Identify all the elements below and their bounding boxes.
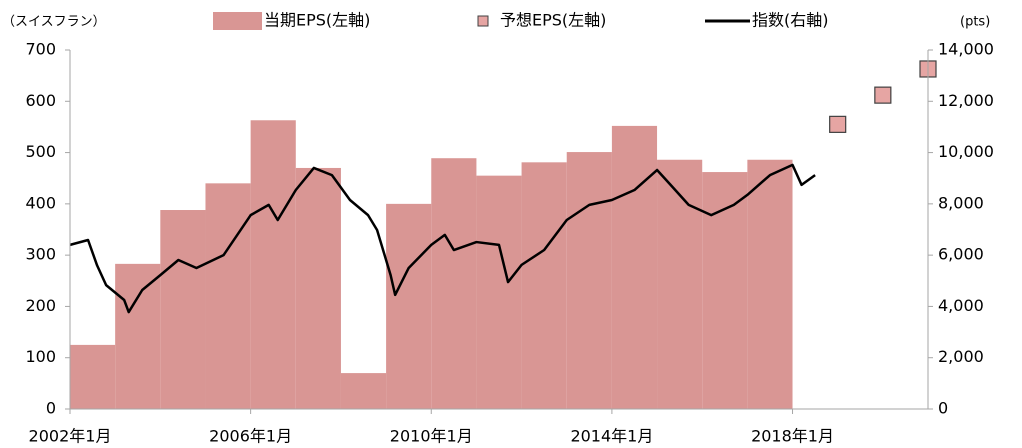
y-tick-label: 200 — [25, 296, 56, 315]
legend-swatch — [477, 15, 489, 27]
y-tick-label: 300 — [25, 245, 56, 264]
bar — [295, 167, 341, 409]
bar — [702, 172, 748, 409]
bar — [160, 210, 206, 409]
y2-tick-label: 0 — [938, 399, 948, 418]
y2-tick-label: 14,000 — [938, 40, 994, 59]
bar — [476, 175, 522, 409]
y2-tick-label: 12,000 — [938, 91, 994, 110]
marker — [829, 115, 847, 133]
bar — [431, 158, 477, 409]
x-tick-label: 2014年1月 — [570, 427, 653, 446]
index-line — [69, 163, 816, 314]
y-tick-label: 400 — [25, 193, 56, 212]
bar — [521, 162, 567, 409]
y2-tick-label: 8,000 — [938, 193, 984, 212]
bar — [611, 125, 658, 409]
legend-label: 当期EPS(左軸) — [264, 11, 370, 30]
y-tick-label: 700 — [25, 40, 56, 59]
y2-tick-label: 2,000 — [938, 347, 984, 366]
y-tick-label: 100 — [25, 347, 56, 366]
x-tick-label: 2006年1月 — [209, 427, 292, 446]
bar — [70, 344, 116, 409]
x-tick-label: 2010年1月 — [390, 427, 473, 446]
legend-label: 指数(右軸) — [752, 11, 829, 30]
y-tick-label: 500 — [25, 142, 56, 161]
bar — [205, 183, 251, 409]
y2-tick-label: 6,000 — [938, 245, 984, 264]
y2-tick-label: 10,000 — [938, 142, 994, 161]
bar — [115, 263, 161, 409]
bar — [340, 373, 387, 409]
x-tick-label: 2018年1月 — [751, 427, 834, 446]
legend-swatch — [213, 12, 262, 30]
bar — [566, 152, 612, 409]
bar — [250, 120, 296, 410]
legend-label: 予想EPS(左軸) — [500, 11, 606, 30]
bar — [657, 159, 703, 409]
bar — [747, 159, 793, 409]
x-tick-label: 2002年1月 — [29, 427, 112, 446]
y-tick-label: 0 — [46, 399, 56, 418]
y2-axis-label: (pts) — [960, 15, 990, 30]
y-tick-label: 600 — [25, 91, 56, 110]
y-axis-label: （スイスフラン） — [2, 15, 106, 30]
marker — [874, 86, 892, 104]
bar — [386, 203, 432, 409]
y2-tick-label: 4,000 — [938, 296, 984, 315]
